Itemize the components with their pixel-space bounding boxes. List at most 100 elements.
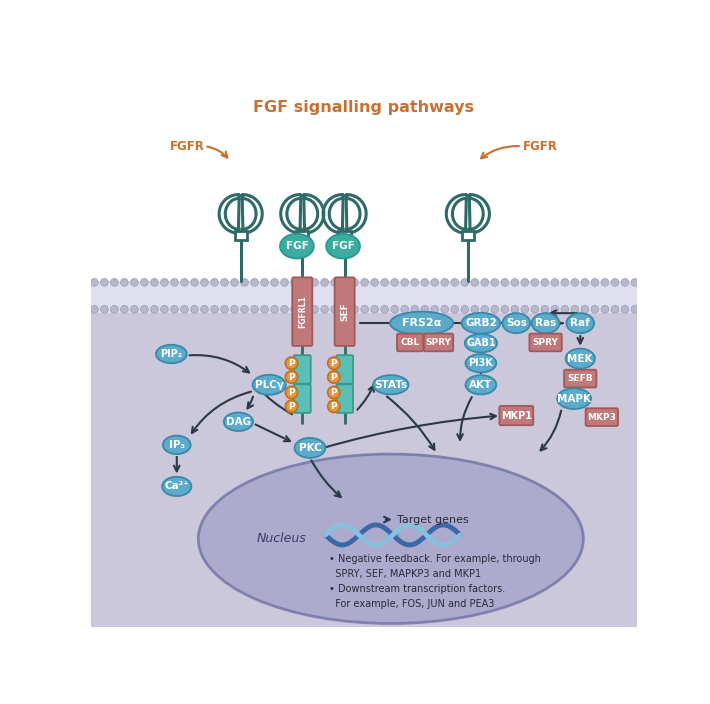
Text: GAB1: GAB1 bbox=[466, 338, 496, 348]
Text: FGFRL1: FGFRL1 bbox=[297, 295, 307, 328]
Text: PKC: PKC bbox=[299, 443, 322, 453]
Circle shape bbox=[180, 306, 188, 313]
Circle shape bbox=[471, 279, 479, 287]
FancyBboxPatch shape bbox=[334, 277, 354, 346]
Circle shape bbox=[151, 306, 158, 313]
FancyBboxPatch shape bbox=[336, 384, 353, 413]
Text: Ras: Ras bbox=[535, 318, 556, 328]
Circle shape bbox=[285, 357, 297, 370]
Circle shape bbox=[241, 306, 248, 313]
Circle shape bbox=[111, 306, 119, 313]
Text: SPRY: SPRY bbox=[532, 338, 559, 347]
FancyBboxPatch shape bbox=[294, 355, 311, 384]
Circle shape bbox=[491, 306, 498, 313]
FancyBboxPatch shape bbox=[293, 277, 312, 346]
Circle shape bbox=[160, 279, 168, 287]
Circle shape bbox=[521, 306, 529, 313]
Text: SEFB: SEFB bbox=[567, 374, 593, 383]
Text: P: P bbox=[288, 388, 295, 397]
Circle shape bbox=[101, 306, 108, 313]
Circle shape bbox=[251, 279, 258, 287]
Ellipse shape bbox=[295, 438, 325, 458]
Circle shape bbox=[331, 279, 339, 287]
Circle shape bbox=[121, 306, 129, 313]
Circle shape bbox=[331, 306, 339, 313]
Ellipse shape bbox=[373, 375, 408, 394]
Circle shape bbox=[551, 306, 559, 313]
Text: GRB2: GRB2 bbox=[465, 318, 497, 328]
Text: AKT: AKT bbox=[469, 379, 493, 390]
Circle shape bbox=[591, 279, 599, 287]
Circle shape bbox=[190, 306, 198, 313]
Circle shape bbox=[411, 279, 419, 287]
FancyBboxPatch shape bbox=[462, 231, 474, 240]
Text: FGF: FGF bbox=[285, 241, 308, 251]
Text: MKP3: MKP3 bbox=[587, 413, 616, 422]
Circle shape bbox=[271, 279, 278, 287]
Ellipse shape bbox=[253, 375, 285, 395]
Circle shape bbox=[371, 306, 378, 313]
FancyBboxPatch shape bbox=[234, 231, 247, 240]
Text: P: P bbox=[331, 388, 337, 397]
Circle shape bbox=[421, 279, 429, 287]
Circle shape bbox=[571, 279, 579, 287]
Ellipse shape bbox=[390, 312, 453, 334]
Circle shape bbox=[471, 306, 479, 313]
Circle shape bbox=[571, 306, 579, 313]
Circle shape bbox=[501, 279, 508, 287]
Circle shape bbox=[221, 306, 229, 313]
Circle shape bbox=[201, 306, 208, 313]
Circle shape bbox=[241, 279, 248, 287]
Circle shape bbox=[121, 279, 129, 287]
FancyBboxPatch shape bbox=[296, 231, 308, 240]
Text: • Negative feedback. For example, through
  SPRY, SEF, MAPKP3 and MKP1
• Downstr: • Negative feedback. For example, throug… bbox=[329, 554, 541, 608]
Circle shape bbox=[311, 279, 319, 287]
Text: PIP₂: PIP₂ bbox=[160, 349, 182, 359]
Ellipse shape bbox=[557, 388, 591, 409]
Circle shape bbox=[221, 279, 229, 287]
Circle shape bbox=[501, 306, 508, 313]
Circle shape bbox=[131, 306, 138, 313]
Text: FRS2α: FRS2α bbox=[402, 318, 442, 328]
Ellipse shape bbox=[280, 234, 314, 258]
Circle shape bbox=[611, 306, 618, 313]
Circle shape bbox=[261, 279, 268, 287]
Text: MEK: MEK bbox=[567, 353, 593, 363]
Circle shape bbox=[621, 279, 629, 287]
Circle shape bbox=[631, 279, 639, 287]
Text: P: P bbox=[288, 372, 295, 382]
Text: IP₃: IP₃ bbox=[169, 440, 185, 450]
Ellipse shape bbox=[156, 345, 187, 363]
Ellipse shape bbox=[465, 334, 497, 353]
Circle shape bbox=[328, 371, 340, 383]
FancyBboxPatch shape bbox=[530, 334, 562, 351]
Circle shape bbox=[431, 306, 439, 313]
FancyBboxPatch shape bbox=[336, 355, 353, 384]
Circle shape bbox=[581, 279, 589, 287]
Circle shape bbox=[461, 279, 469, 287]
Circle shape bbox=[581, 306, 589, 313]
Circle shape bbox=[401, 306, 408, 313]
Circle shape bbox=[211, 306, 219, 313]
Circle shape bbox=[101, 279, 108, 287]
Circle shape bbox=[321, 306, 329, 313]
Circle shape bbox=[461, 306, 469, 313]
Circle shape bbox=[431, 279, 439, 287]
Circle shape bbox=[321, 279, 329, 287]
FancyBboxPatch shape bbox=[424, 334, 453, 351]
Text: Nucleus: Nucleus bbox=[256, 532, 306, 546]
Circle shape bbox=[231, 279, 239, 287]
Circle shape bbox=[211, 279, 219, 287]
Ellipse shape bbox=[462, 313, 500, 334]
Circle shape bbox=[151, 279, 158, 287]
Circle shape bbox=[381, 306, 388, 313]
Ellipse shape bbox=[466, 354, 496, 372]
Text: Sos: Sos bbox=[506, 318, 527, 328]
Ellipse shape bbox=[532, 313, 559, 333]
FancyBboxPatch shape bbox=[339, 231, 351, 240]
Circle shape bbox=[131, 279, 138, 287]
FancyBboxPatch shape bbox=[499, 406, 533, 425]
Circle shape bbox=[541, 306, 549, 313]
Text: PI3K: PI3K bbox=[469, 358, 493, 368]
Circle shape bbox=[561, 306, 569, 313]
